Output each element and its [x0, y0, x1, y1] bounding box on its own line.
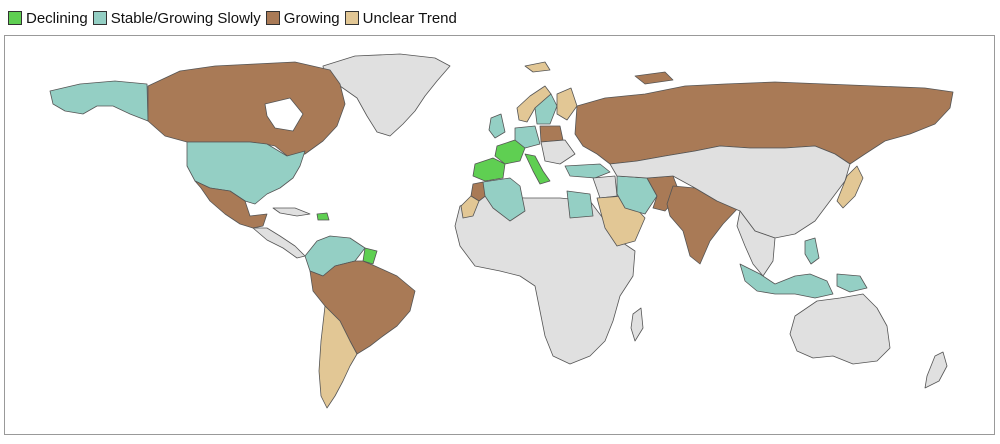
legend-label-stable: Stable/Growing Slowly: [110, 9, 261, 27]
legend-swatch-stable: [92, 11, 107, 25]
legend-swatch-unclear: [344, 11, 359, 25]
region-united-kingdom: [488, 113, 506, 139]
region-australia: [789, 293, 891, 365]
region-french-guiana: [362, 247, 378, 265]
legend-item-stable: Stable/Growing Slowly: [92, 9, 261, 27]
region-germany: [514, 125, 541, 149]
legend: Declining Stable/Growing Slowly Growing …: [8, 8, 462, 28]
region-cuba: [272, 207, 311, 217]
region-central-asia: [609, 145, 851, 239]
region-philippines: [804, 237, 820, 265]
region-spain: [472, 157, 506, 182]
region-turkey: [564, 163, 611, 179]
region-sweden: [534, 93, 558, 125]
legend-label-unclear: Unclear Trend: [362, 9, 457, 27]
legend-label-growing: Growing: [283, 9, 340, 27]
region-mexico: [194, 180, 268, 229]
region-western-sahara: [460, 195, 480, 219]
region-egypt: [566, 190, 594, 219]
region-svalbard: [524, 61, 551, 73]
world-map-svg: [49, 53, 954, 409]
region-eastern-europe: [540, 139, 576, 165]
region-argentina: [318, 305, 358, 409]
legend-swatch-declining: [8, 11, 22, 25]
region-japan: [836, 165, 864, 209]
legend-label-declining: Declining: [26, 9, 88, 27]
legend-swatch-growing: [265, 11, 280, 25]
region-arctic-islands: [634, 71, 674, 85]
region-new-zealand: [924, 351, 948, 389]
region-poland: [539, 125, 564, 143]
region-middle-east: [592, 175, 618, 199]
region-greenland: [322, 53, 451, 137]
region-alaska: [49, 80, 149, 122]
region-haiti: [316, 212, 330, 221]
region-italy: [524, 153, 551, 185]
legend-item-growing: Growing: [265, 9, 340, 27]
region-central-america: [252, 227, 306, 259]
region-finland: [556, 87, 578, 121]
region-indonesia: [739, 263, 834, 299]
legend-item-unclear: Unclear Trend: [344, 9, 457, 27]
region-hudson-bay: [264, 97, 304, 132]
region-algeria: [482, 177, 526, 222]
region-papua-new-guinea: [836, 273, 868, 293]
region-madagascar: [630, 307, 644, 342]
world-map: [4, 35, 995, 435]
legend-item-declining: Declining: [8, 10, 88, 27]
